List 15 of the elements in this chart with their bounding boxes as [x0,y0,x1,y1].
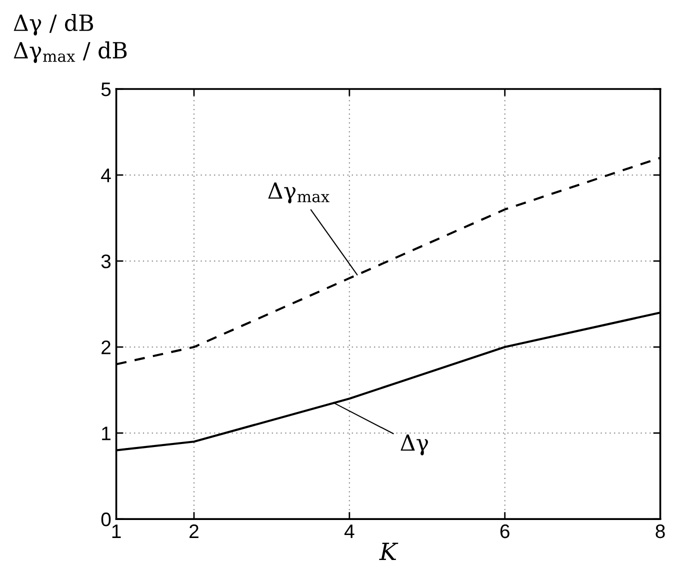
y-tick-label: 3 [101,254,111,268]
x-tick-label: 4 [344,524,354,538]
y-axis-title: Δγ / dB Δγ$_{max}$ / dB [14,14,127,63]
x-tick-label: 8 [656,524,665,538]
y-tick-label: 4 [101,168,111,182]
y-tick-label: 2 [102,340,110,354]
x-tick-label: 1 [112,524,121,538]
annotation: Δγ [400,434,428,456]
y-tick-label: 1 [102,426,110,440]
y-tick-label: 0 [101,512,111,526]
y-tick-label: 5 [101,82,111,96]
x-axis-title: K [379,542,398,560]
x-tick-label: 6 [500,524,510,538]
annotation: Δγ$_{max}$ [268,182,330,204]
x-tick-label: 2 [190,524,198,538]
